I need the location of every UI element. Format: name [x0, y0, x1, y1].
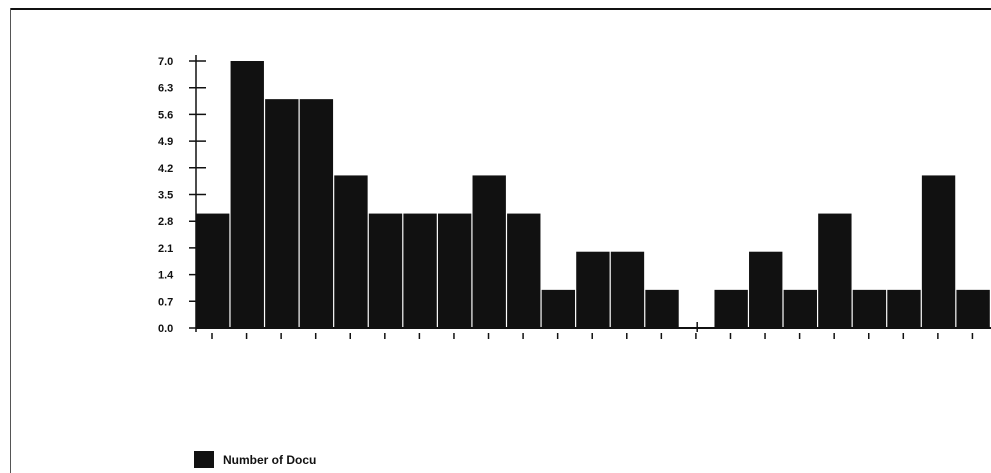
y-tick-label: 6.3 [158, 83, 173, 95]
y-tick-label: 1.4 [158, 270, 174, 282]
chart-frame-top-border [10, 8, 991, 10]
bar [576, 251, 610, 328]
bar [818, 213, 852, 328]
bar [852, 289, 887, 328]
bar [921, 175, 956, 328]
bar [610, 251, 645, 328]
y-tick-label: 2.8 [158, 216, 173, 228]
bar [783, 289, 817, 328]
bar [299, 99, 334, 328]
bar [230, 61, 264, 328]
y-tick-label: 0.0 [158, 323, 173, 335]
chart-frame-left-border [10, 8, 11, 473]
bar [887, 289, 921, 328]
bar [265, 99, 299, 328]
bar [645, 289, 679, 328]
bar [507, 213, 541, 328]
legend-label: Number of Docu [223, 452, 317, 467]
legend-swatch [194, 451, 214, 468]
bar [472, 175, 506, 328]
y-tick-label: 7.0 [158, 56, 173, 68]
y-tick-label: 4.2 [158, 163, 173, 175]
bar [956, 289, 990, 328]
bar [714, 289, 748, 328]
bar [437, 213, 472, 328]
y-tick-label: 0.7 [158, 296, 173, 308]
y-tick-label: 5.6 [158, 109, 173, 121]
y-tick-label: 3.5 [158, 190, 173, 202]
bar [196, 213, 230, 328]
bar [334, 175, 368, 328]
bar [403, 213, 437, 328]
y-tick-label: 4.9 [158, 136, 173, 148]
legend: Number of Docu [194, 451, 316, 468]
y-tick-label: 2.1 [158, 243, 173, 255]
bar [368, 213, 403, 328]
bar [749, 251, 783, 328]
bar [541, 289, 576, 328]
